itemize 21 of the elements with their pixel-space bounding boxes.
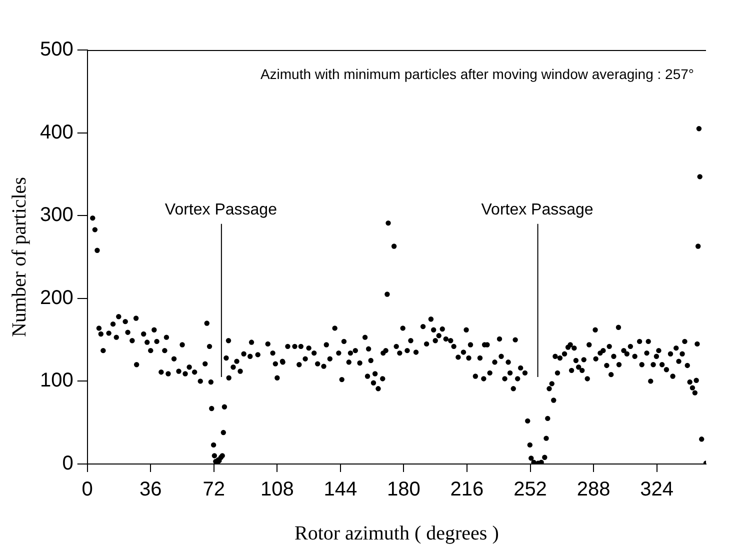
y-tick-label: 500 <box>40 38 74 61</box>
x-tick-label: 216 <box>450 478 484 501</box>
ref-line-label: Vortex Passage <box>481 201 594 218</box>
x-tick-label: 0 <box>82 478 93 501</box>
y-tick-label: 200 <box>40 286 74 309</box>
y-axis-title: Number of particles <box>8 176 30 337</box>
y-tick-label: 100 <box>40 370 74 392</box>
x-tick-label: 180 <box>387 478 420 501</box>
annotation: Azimuth with minimum particles after moving window averaging : 257° <box>260 66 694 82</box>
x-tick-label: 72 <box>202 478 226 501</box>
x-axis-title: Rotor azimuth ( degrees ) <box>294 522 499 544</box>
y-tick-label: 0 <box>62 452 74 475</box>
x-tick-label: 108 <box>260 478 294 501</box>
x-tick-label: 252 <box>514 478 547 501</box>
x-tick-label: 288 <box>576 478 610 501</box>
x-tick-label: 144 <box>324 478 358 501</box>
x-tick-label: 36 <box>140 478 162 501</box>
y-tick-label: 400 <box>40 121 74 144</box>
y-tick-label: 300 <box>40 204 74 226</box>
ref-line-label: Vortex Passage <box>164 201 278 218</box>
x-tick-label: 324 <box>640 478 674 501</box>
